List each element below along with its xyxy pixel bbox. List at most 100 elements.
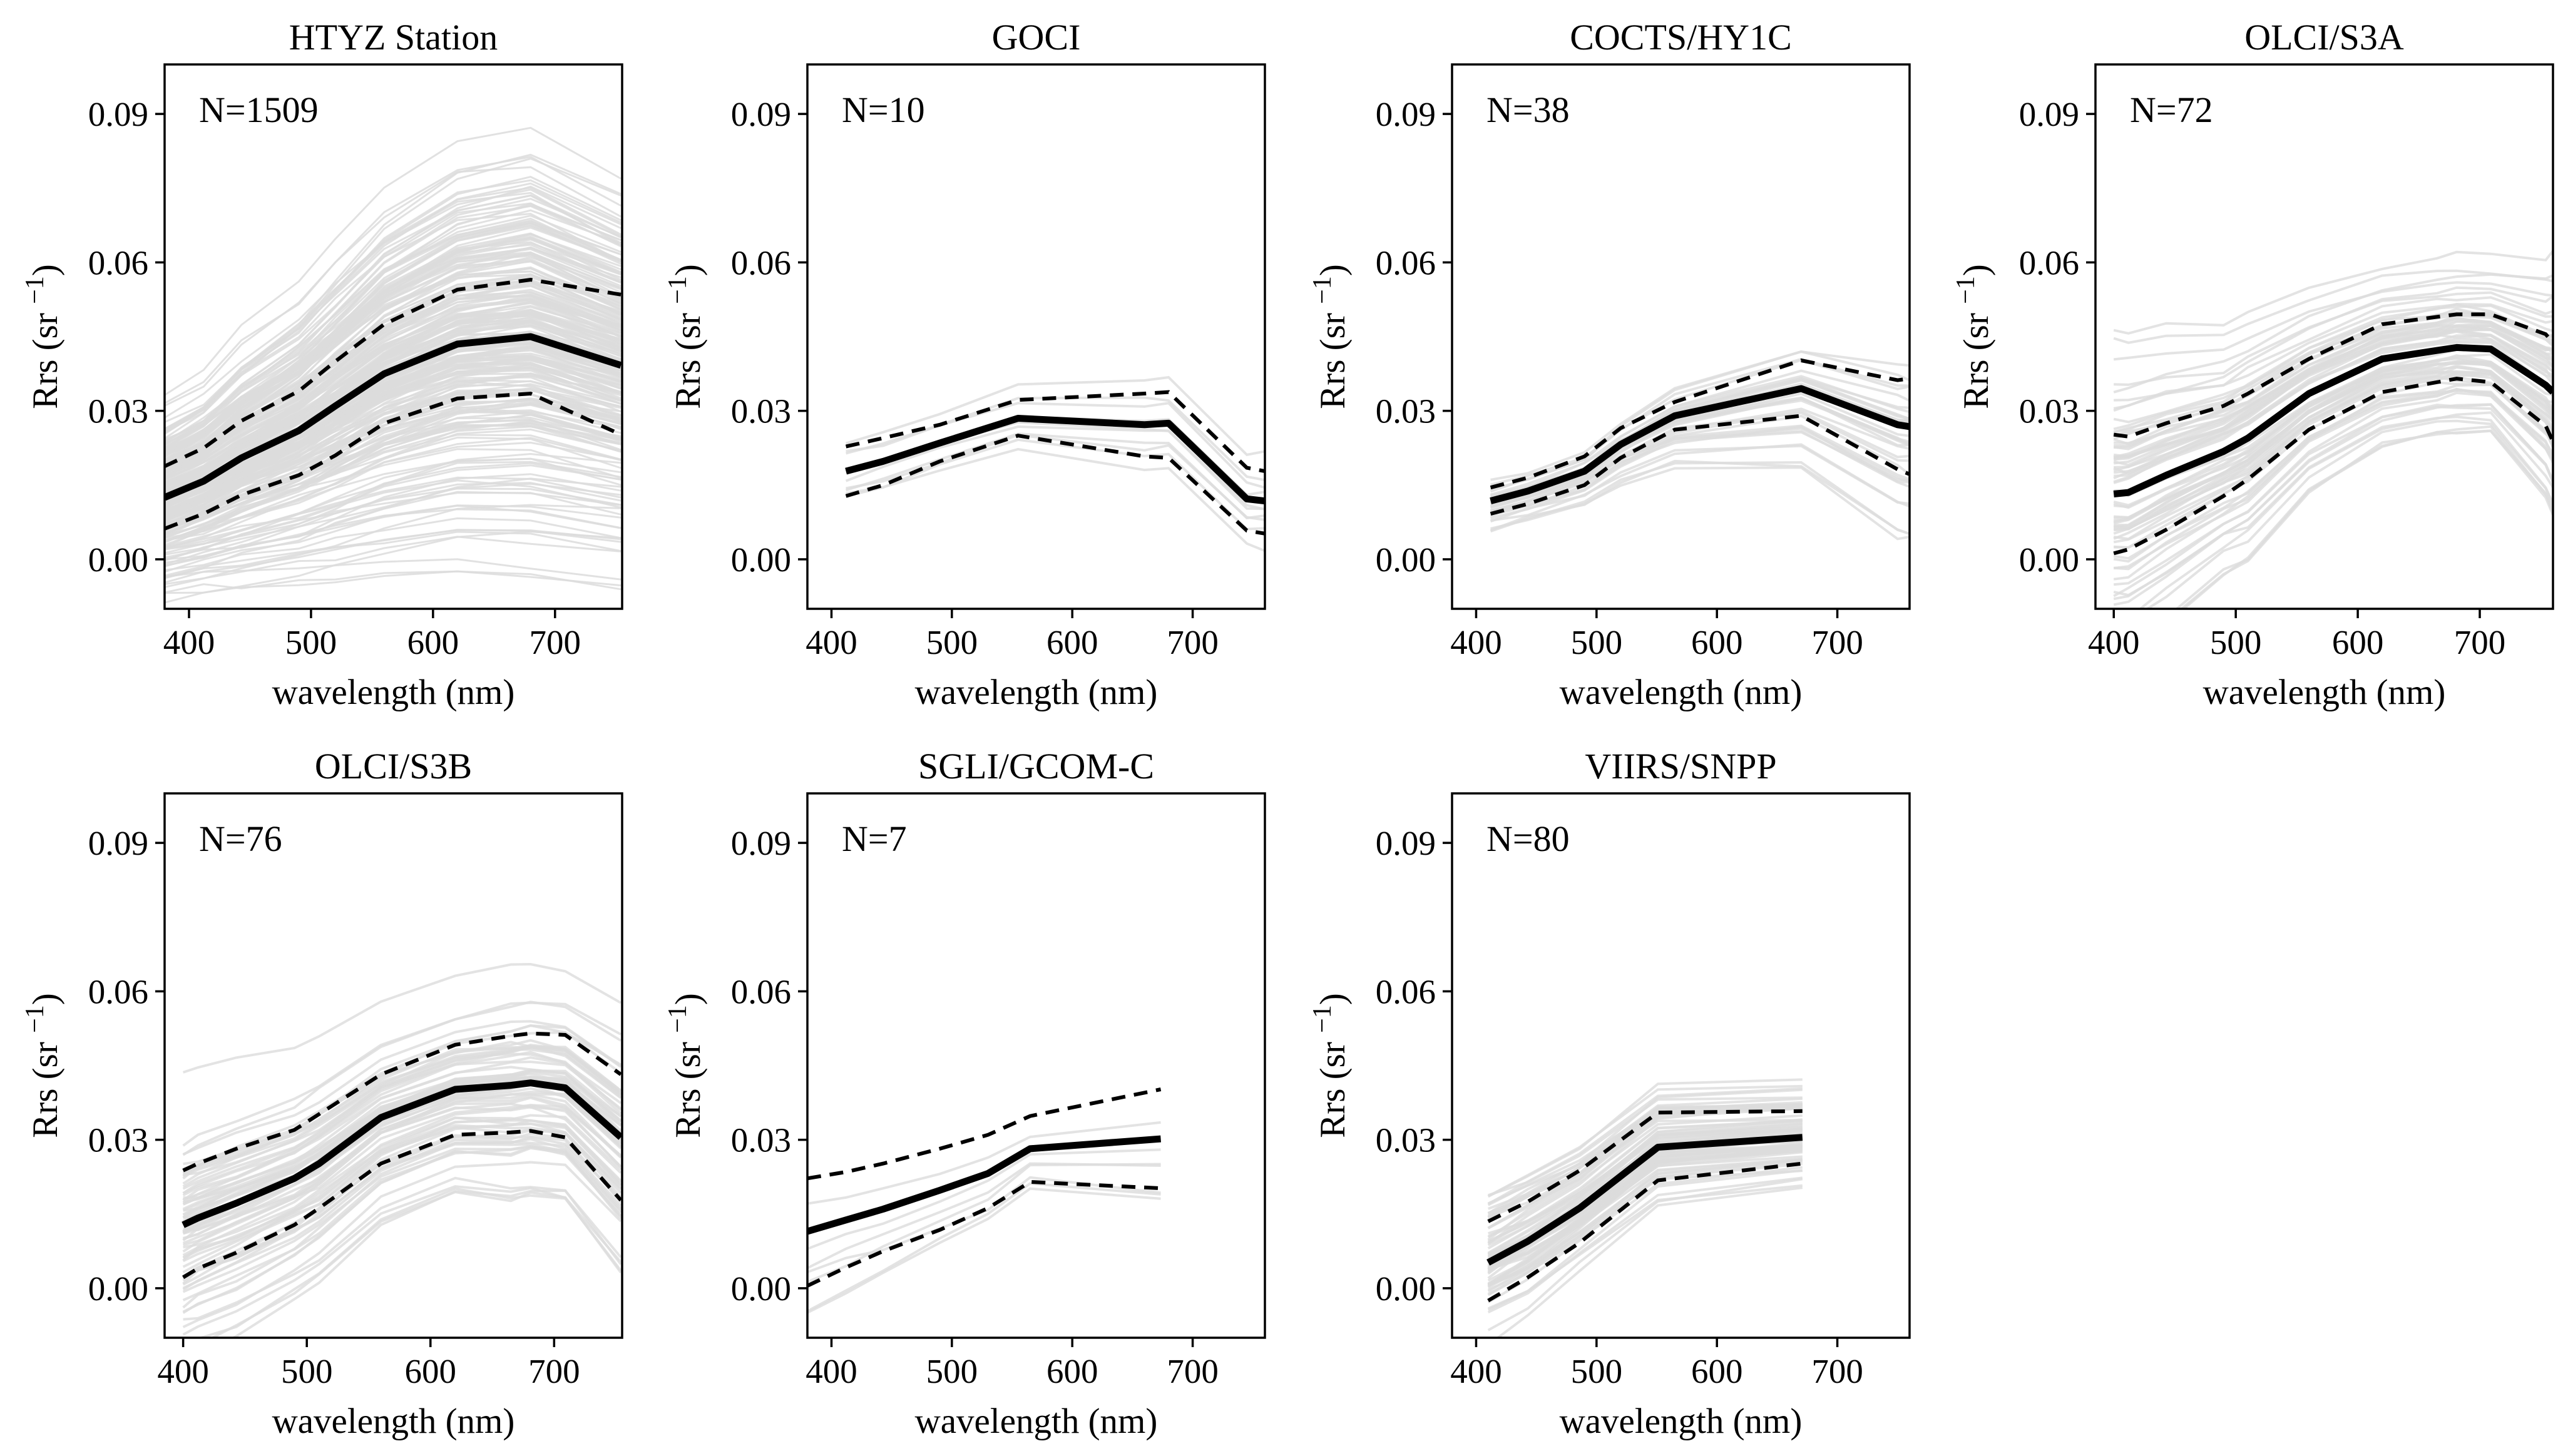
spectrum-line bbox=[165, 504, 622, 573]
x-axis-label: wavelength (nm) bbox=[915, 673, 1158, 712]
spectrum-line bbox=[165, 372, 622, 536]
spectrum-line bbox=[165, 476, 622, 549]
y-tick-label: 0.09 bbox=[2019, 95, 2079, 133]
spectrum-line bbox=[1490, 443, 1910, 522]
spectrum-line bbox=[807, 1121, 1161, 1205]
x-tick-label: 700 bbox=[529, 623, 581, 661]
spectrum-line bbox=[846, 396, 1265, 482]
x-tick-label: 600 bbox=[2332, 623, 2384, 661]
spectrum-line bbox=[1490, 350, 1910, 481]
spectrum-line bbox=[1487, 1087, 1803, 1206]
spectrum-line bbox=[1487, 1176, 1803, 1314]
spectrum-line bbox=[165, 300, 622, 492]
y-tick-label: 0.06 bbox=[2019, 243, 2079, 282]
y-tick-label: 0.00 bbox=[2019, 541, 2079, 579]
spectrum-line bbox=[165, 402, 622, 543]
spectrum-line bbox=[165, 570, 622, 594]
individual-spectra bbox=[165, 126, 622, 604]
spectrum-line bbox=[165, 461, 622, 551]
panel-title: GOCI bbox=[992, 17, 1081, 58]
y-tick-label: 0.03 bbox=[1376, 1121, 1436, 1159]
y-tick-label: 0.09 bbox=[731, 95, 791, 133]
spectrum-line bbox=[165, 166, 622, 404]
plot-frame bbox=[163, 63, 623, 610]
x-tick-label: 700 bbox=[1811, 623, 1863, 661]
y-tick-label: 0.06 bbox=[88, 972, 148, 1011]
spectrum-line bbox=[2113, 373, 2553, 541]
spectrum-line bbox=[1487, 1178, 1803, 1331]
individual-spectra bbox=[2113, 250, 2553, 609]
mean-line bbox=[1486, 1134, 1803, 1266]
spectrum-line bbox=[846, 438, 1265, 531]
lower-sd-line bbox=[165, 391, 622, 531]
individual-spectra bbox=[1490, 350, 1910, 541]
spectrum-line bbox=[1490, 397, 1910, 508]
lower-sd-line bbox=[1490, 414, 1910, 516]
x-tick-label: 400 bbox=[1450, 1352, 1502, 1390]
upper-sd-line bbox=[1487, 1109, 1803, 1223]
x-tick-label: 400 bbox=[1450, 623, 1502, 661]
spectrum-line bbox=[2113, 391, 2553, 598]
spectrum-line bbox=[165, 185, 622, 449]
sample-count: N=72 bbox=[2130, 89, 2213, 130]
spectrum-line bbox=[182, 962, 622, 1074]
mean-line bbox=[165, 333, 622, 501]
x-axis-label: wavelength (nm) bbox=[1560, 1402, 1803, 1441]
mean-line bbox=[182, 1079, 622, 1228]
spectrum-line bbox=[165, 358, 622, 502]
x-tick-label: 600 bbox=[1046, 623, 1098, 661]
spectrum-line bbox=[165, 422, 622, 526]
spectrum-line bbox=[182, 1056, 622, 1194]
spectrum-line bbox=[1488, 1096, 1803, 1197]
spectrum-line bbox=[2113, 405, 2553, 601]
spectrum-line bbox=[1487, 1104, 1803, 1245]
spectrum-line bbox=[1490, 407, 1910, 512]
spectrum-line bbox=[2114, 323, 2553, 469]
spectrum-line bbox=[182, 1138, 622, 1290]
panel-title: VIIRS/SNPP bbox=[1585, 746, 1776, 787]
upper-sd-line bbox=[165, 277, 622, 468]
spectrum-line bbox=[182, 1091, 622, 1253]
spectrum-line bbox=[2145, 419, 2553, 609]
spectrum-line bbox=[165, 479, 622, 547]
spectrum-line bbox=[2114, 362, 2553, 529]
spectrum-line bbox=[1487, 1084, 1803, 1198]
sample-count: N=80 bbox=[1486, 818, 1570, 859]
spectrum-line bbox=[1490, 459, 1910, 535]
spectrum-line bbox=[2113, 250, 2553, 335]
x-axis-label: wavelength (nm) bbox=[272, 1402, 515, 1441]
x-tick-label: 500 bbox=[926, 1352, 978, 1390]
y-tick-label: 0.03 bbox=[1376, 392, 1436, 430]
plot-area bbox=[845, 375, 1265, 552]
spectrum-line bbox=[165, 441, 622, 542]
y-axis-label: Rrs (sr −1) bbox=[21, 264, 65, 409]
spectrum-line bbox=[165, 284, 622, 469]
spectrum-line bbox=[2113, 273, 2553, 394]
x-axis-label: wavelength (nm) bbox=[2203, 673, 2446, 712]
spectrum-line bbox=[182, 1124, 622, 1259]
plot-frame bbox=[2094, 63, 2554, 610]
lower-sd-line bbox=[807, 1179, 1161, 1288]
plot-frame bbox=[806, 63, 1266, 610]
spectrum-line bbox=[182, 1146, 622, 1313]
spectrum-line bbox=[182, 1048, 622, 1178]
spectrum-line bbox=[807, 1162, 1161, 1270]
spectrum-line bbox=[165, 388, 622, 511]
x-tick-label: 700 bbox=[528, 1352, 580, 1390]
spectrum-line bbox=[1487, 1184, 1803, 1310]
spectrum-line bbox=[846, 402, 1265, 489]
x-tick-label: 700 bbox=[1167, 1352, 1219, 1390]
spectrum-line bbox=[2113, 296, 2553, 410]
spectrum-line bbox=[182, 1045, 622, 1177]
spectrum-line bbox=[2113, 328, 2553, 458]
spectrum-line bbox=[807, 1163, 1161, 1283]
spectrum-line bbox=[182, 1185, 622, 1336]
x-tick-label: 600 bbox=[1046, 1352, 1098, 1390]
upper-sd-line bbox=[807, 1087, 1162, 1181]
y-axis-label: Rrs (sr −1) bbox=[1952, 264, 1996, 409]
individual-spectra bbox=[182, 962, 622, 1338]
panel-5: 0.00 0.03 0.06 0.09 400 500 600 700 SGLI/GCOM-C N… bbox=[663, 746, 1266, 1441]
x-axis-label: wavelength (nm) bbox=[272, 673, 515, 712]
y-tick-label: 0.03 bbox=[731, 1121, 791, 1159]
